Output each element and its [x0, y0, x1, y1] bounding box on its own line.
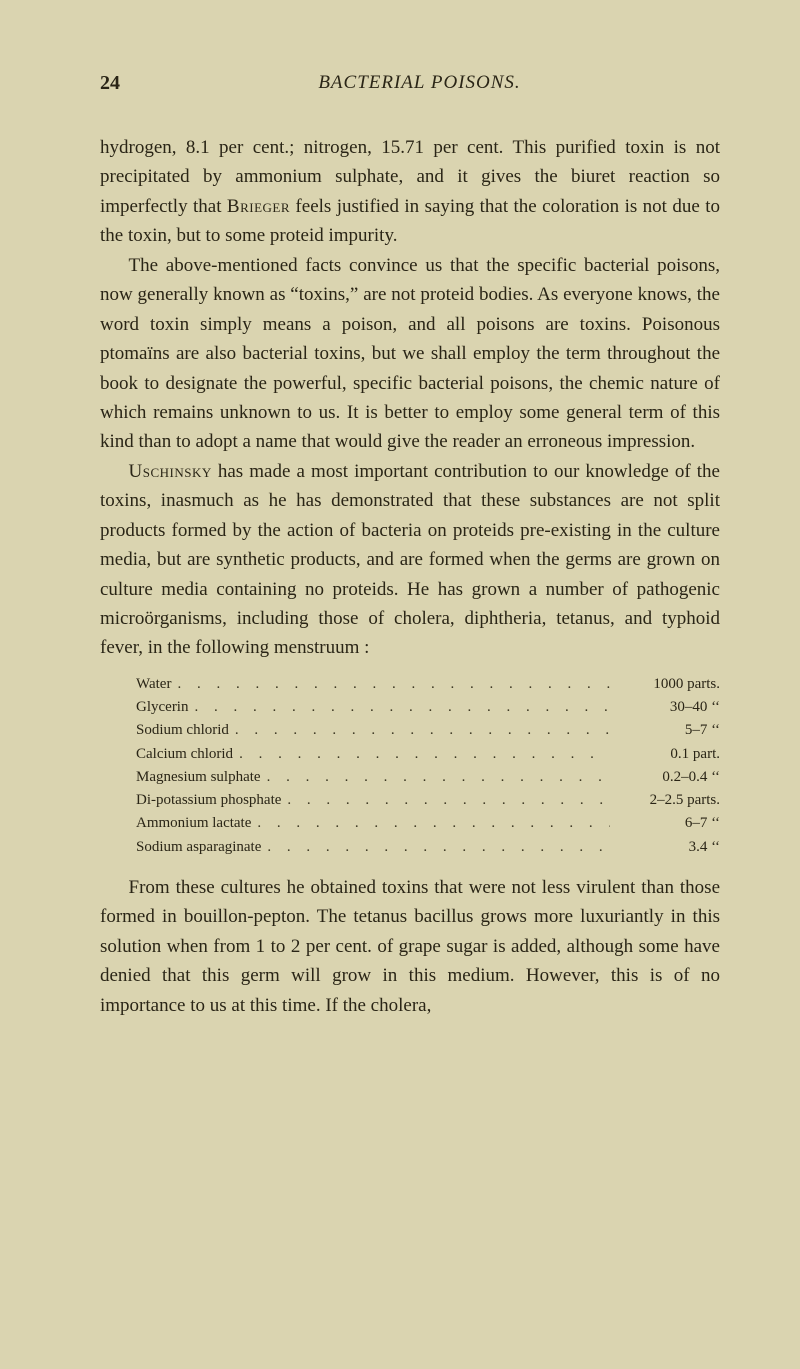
row-label: Sodium asparaginate — [100, 836, 261, 859]
row-value: 30–40 ‘‘ — [610, 696, 720, 719]
row-dots: . . . . . . . . . . . . . . . . . . . . … — [281, 789, 610, 812]
row-label: Di-potassium phosphate — [100, 789, 281, 812]
table-row: Sodium asparaginate . . . . . . . . . . … — [100, 836, 720, 859]
table-row: Magnesium sulphate . . . . . . . . . . .… — [100, 766, 720, 789]
row-dots: . . . . . . . . . . . . . . . . . . . . … — [229, 719, 610, 742]
row-label: Glycerin — [100, 696, 188, 719]
paragraph-1: hydrogen, 8.1 per cent.; nitrogen, 15.71… — [100, 133, 720, 251]
row-dots: . . . . . . . . . . . . . . . . . . . . … — [261, 836, 610, 859]
row-value: 1000 parts. — [610, 673, 720, 696]
table-row: Calcium chlorid . . . . . . . . . . . . … — [100, 743, 720, 766]
table-row: Di-potassium phosphate . . . . . . . . .… — [100, 789, 720, 812]
paragraph-3: Uschinsky has made a most important cont… — [100, 457, 720, 663]
table-row: Sodium chlorid . . . . . . . . . . . . .… — [100, 719, 720, 742]
row-label: Sodium chlorid — [100, 719, 229, 742]
row-dots: . . . . . . . . . . . . . . . . . . . . … — [233, 743, 610, 766]
para3-rest: has made a most important contribution t… — [100, 461, 720, 659]
row-label: Magnesium sulphate — [100, 766, 261, 789]
table-row: Ammonium lactate . . . . . . . . . . . .… — [100, 812, 720, 835]
row-dots: . . . . . . . . . . . . . . . . . . . . … — [171, 673, 610, 696]
ingredients-table: Water . . . . . . . . . . . . . . . . . … — [100, 673, 720, 859]
row-value: 0.1 part. — [610, 743, 720, 766]
row-label: Water — [100, 673, 171, 696]
row-value: 3.4 ‘‘ — [610, 836, 720, 859]
para1-name: Brieger — [227, 196, 290, 217]
table-row: Glycerin . . . . . . . . . . . . . . . .… — [100, 696, 720, 719]
row-dots: . . . . . . . . . . . . . . . . . . . . … — [251, 812, 610, 835]
table-row: Water . . . . . . . . . . . . . . . . . … — [100, 673, 720, 696]
row-dots: . . . . . . . . . . . . . . . . . . . . … — [261, 766, 610, 789]
row-label: Calcium chlorid — [100, 743, 233, 766]
running-title: BACTERIAL POISONS. — [318, 68, 520, 99]
row-value: 5–7 ‘‘ — [610, 719, 720, 742]
row-label: Ammonium lactate — [100, 812, 251, 835]
paragraph-2: The above-mentioned facts convince us th… — [100, 251, 720, 457]
row-value: 2–2.5 parts. — [610, 789, 720, 812]
row-value: 0.2–0.4 ‘‘ — [610, 766, 720, 789]
row-value: 6–7 ‘‘ — [610, 812, 720, 835]
row-dots: . . . . . . . . . . . . . . . . . . . . … — [188, 696, 610, 719]
paragraph-4: From these cultures he obtained toxins t… — [100, 873, 720, 1020]
page-number: 24 — [100, 68, 120, 99]
para3-name: Uschinsky — [129, 461, 212, 482]
page-header: 24 BACTERIAL POISONS. — [100, 68, 720, 99]
